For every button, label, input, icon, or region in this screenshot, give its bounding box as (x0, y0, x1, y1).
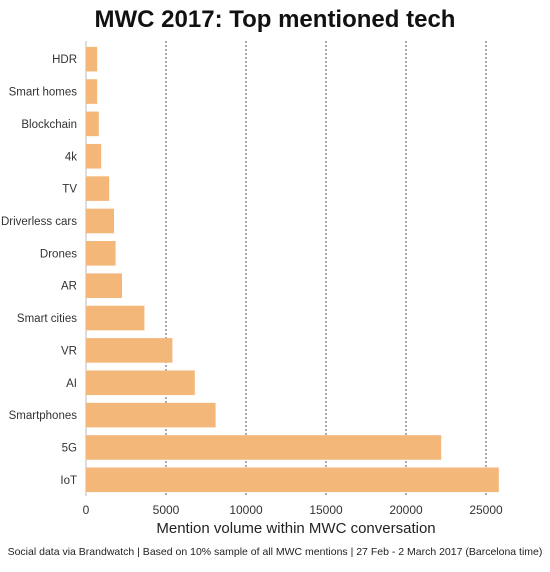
category-label: AR (61, 281, 77, 293)
category-label: 4k (65, 151, 77, 163)
category-label: AI (66, 378, 77, 390)
category-label: IoT (60, 475, 77, 487)
bar (86, 273, 122, 298)
x-tick-label: 20000 (389, 503, 423, 517)
category-label: 5G (62, 442, 77, 454)
x-tick-label: 0 (83, 503, 90, 517)
source-footnote: Social data via Brandwatch | Based on 10… (7, 546, 543, 558)
bar (86, 46, 98, 72)
bar (86, 143, 102, 169)
category-label: Smartphones (9, 410, 78, 422)
bar (86, 467, 499, 493)
x-tick-label: 10000 (229, 503, 263, 517)
grid-lines (85, 41, 487, 496)
category-labels: HDR Smart homes Blockchain 4k TV Driverless c… (1, 54, 77, 487)
x-tick-label: 5000 (153, 503, 180, 517)
category-label: Blockchain (21, 119, 77, 131)
category-label: Smart cities (17, 313, 77, 325)
bar (86, 176, 110, 201)
category-label: HDR (52, 54, 77, 66)
bar (86, 305, 145, 331)
chart-title: MWC 2017: Top mentioned tech (94, 6, 456, 33)
bar (86, 338, 173, 363)
category-label: Driverless cars (1, 216, 77, 228)
x-tick-label: 25000 (469, 503, 503, 517)
category-label: TV (62, 184, 77, 196)
x-tick-label: 15000 (309, 503, 343, 517)
category-label: Drones (40, 248, 77, 260)
bar (86, 370, 195, 396)
bar (86, 208, 114, 234)
bar (86, 402, 216, 428)
bar (86, 241, 116, 266)
bar (86, 435, 442, 460)
bars (86, 46, 499, 493)
bar (86, 79, 98, 104)
bar (86, 111, 99, 137)
category-label: Smart homes (9, 87, 78, 99)
category-label: VR (61, 345, 77, 357)
x-axis-label: Mention volume within MWC conversation (156, 520, 436, 537)
x-tick-labels: 0 5000 10000 15000 20000 25000 (83, 503, 503, 517)
